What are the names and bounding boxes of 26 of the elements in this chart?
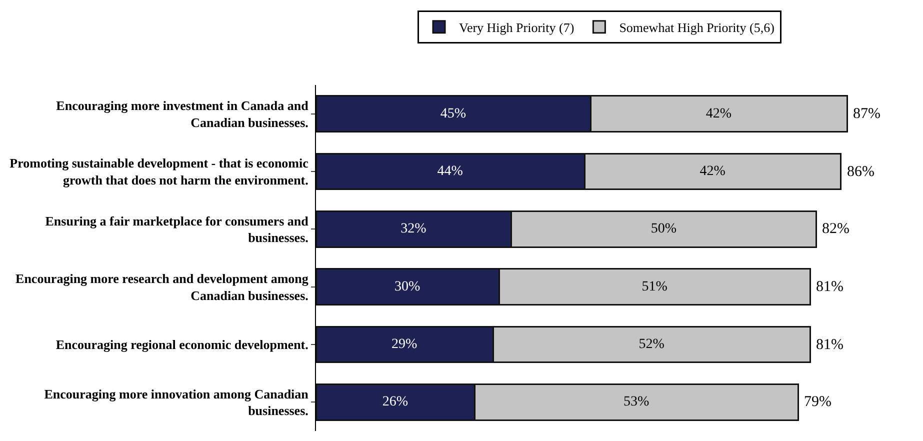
total-label: 81% — [816, 337, 844, 353]
data-label: 51% — [642, 279, 668, 294]
total-label: 82% — [822, 221, 850, 237]
y-tick-label: Promoting sustainable development - that is economic growth that does not harm the environment. — [10, 156, 309, 188]
data-label: 30% — [394, 279, 421, 294]
legend-label: Very High Priority (7) — [459, 20, 574, 35]
data-label: 29% — [392, 337, 418, 352]
total-label: 86% — [847, 164, 874, 180]
y-tick-label: Ensuring a fair marketplace for consumers and businesses. — [45, 213, 310, 246]
data-label: 50% — [650, 222, 677, 237]
data-label: 44% — [437, 164, 464, 179]
total-label: 87% — [853, 106, 880, 122]
data-label: 53% — [623, 394, 650, 410]
total-label: 79% — [804, 394, 832, 410]
y-tick-label: Encouraging more research and development among Canadian businesses. — [16, 270, 309, 303]
data-label: 42% — [700, 164, 726, 179]
total-label: 81% — [816, 279, 844, 295]
data-label: 52% — [638, 337, 665, 352]
y-tick-label: Encouraging regional economic development. — [56, 337, 308, 352]
data-label: 45% — [440, 106, 466, 122]
data-label: 42% — [706, 106, 732, 122]
data-label: 32% — [400, 222, 427, 237]
legend-label: Somewhat High Priority (5,6) — [619, 20, 774, 35]
y-tick-label: Encouraging more innovation among Canadian businesses. — [44, 386, 310, 418]
data-label: 26% — [382, 394, 408, 410]
y-tick-label: Encouraging more investment in Canada and Canadian businesses. — [56, 98, 310, 130]
